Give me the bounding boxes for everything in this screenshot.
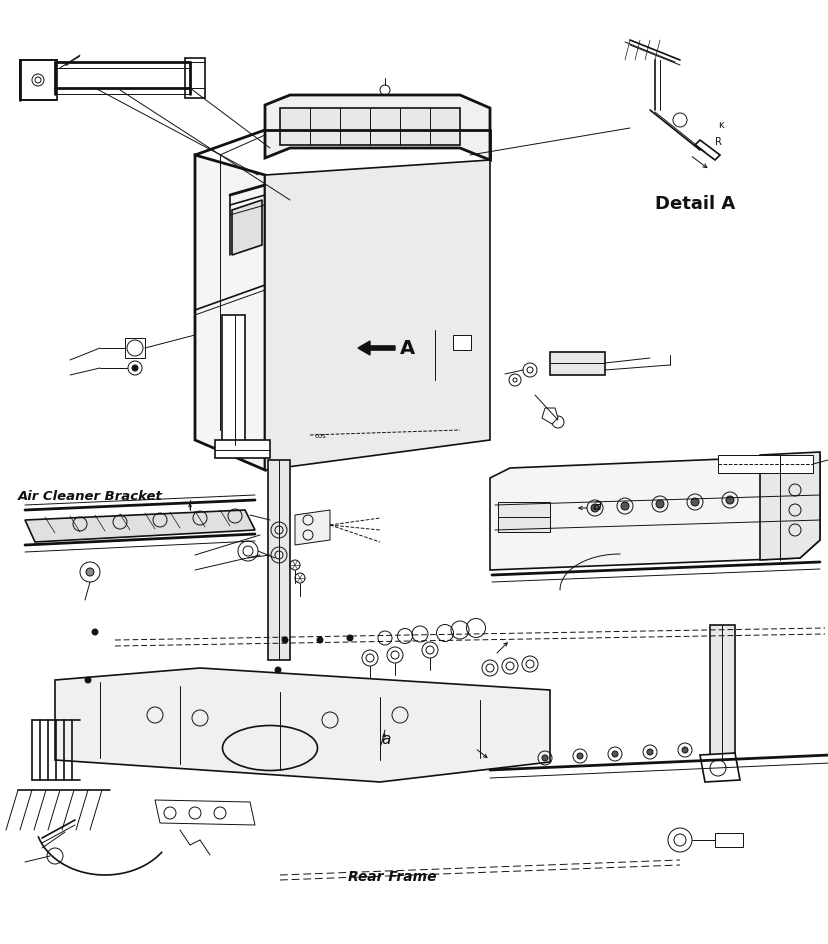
Text: Detail A: Detail A (654, 195, 734, 213)
Polygon shape (542, 408, 557, 424)
Circle shape (275, 667, 281, 673)
Circle shape (620, 502, 628, 510)
Text: Rear Frame: Rear Frame (348, 870, 436, 884)
Circle shape (347, 635, 353, 641)
Polygon shape (549, 352, 604, 375)
Polygon shape (709, 625, 734, 760)
Polygon shape (55, 668, 549, 782)
Polygon shape (214, 440, 270, 458)
Polygon shape (195, 155, 265, 470)
Polygon shape (222, 315, 245, 445)
Circle shape (85, 677, 91, 683)
Text: a: a (591, 498, 600, 514)
Text: A: A (400, 339, 415, 358)
Polygon shape (155, 800, 255, 825)
Polygon shape (694, 140, 720, 160)
Polygon shape (20, 60, 57, 100)
Circle shape (725, 496, 733, 504)
Polygon shape (265, 95, 489, 160)
Text: ĸ: ĸ (717, 120, 723, 130)
Polygon shape (280, 108, 460, 145)
Polygon shape (295, 510, 330, 545)
Bar (717, 455, 812, 473)
Bar (498, 502, 549, 532)
Polygon shape (759, 452, 819, 560)
Circle shape (590, 504, 599, 512)
Circle shape (282, 637, 287, 643)
Circle shape (681, 747, 687, 753)
Text: R: R (714, 137, 721, 147)
Polygon shape (125, 338, 145, 358)
Circle shape (646, 749, 652, 755)
Polygon shape (267, 460, 290, 660)
Circle shape (611, 751, 617, 757)
Polygon shape (185, 58, 205, 98)
Circle shape (92, 629, 98, 635)
Polygon shape (699, 753, 739, 782)
Circle shape (576, 753, 582, 759)
Circle shape (132, 365, 137, 371)
Polygon shape (232, 200, 262, 255)
Circle shape (655, 500, 663, 508)
FancyArrow shape (358, 341, 394, 355)
Text: Air Cleaner Bracket: Air Cleaner Bracket (18, 490, 162, 503)
Text: cos: cos (315, 433, 326, 439)
Polygon shape (265, 160, 489, 470)
Polygon shape (25, 510, 255, 542)
Circle shape (542, 755, 547, 761)
Circle shape (316, 637, 323, 643)
Circle shape (691, 498, 698, 506)
Text: a: a (381, 733, 390, 748)
Circle shape (86, 568, 94, 576)
Polygon shape (489, 455, 819, 570)
Bar (452, 335, 470, 350)
Bar (714, 833, 742, 847)
